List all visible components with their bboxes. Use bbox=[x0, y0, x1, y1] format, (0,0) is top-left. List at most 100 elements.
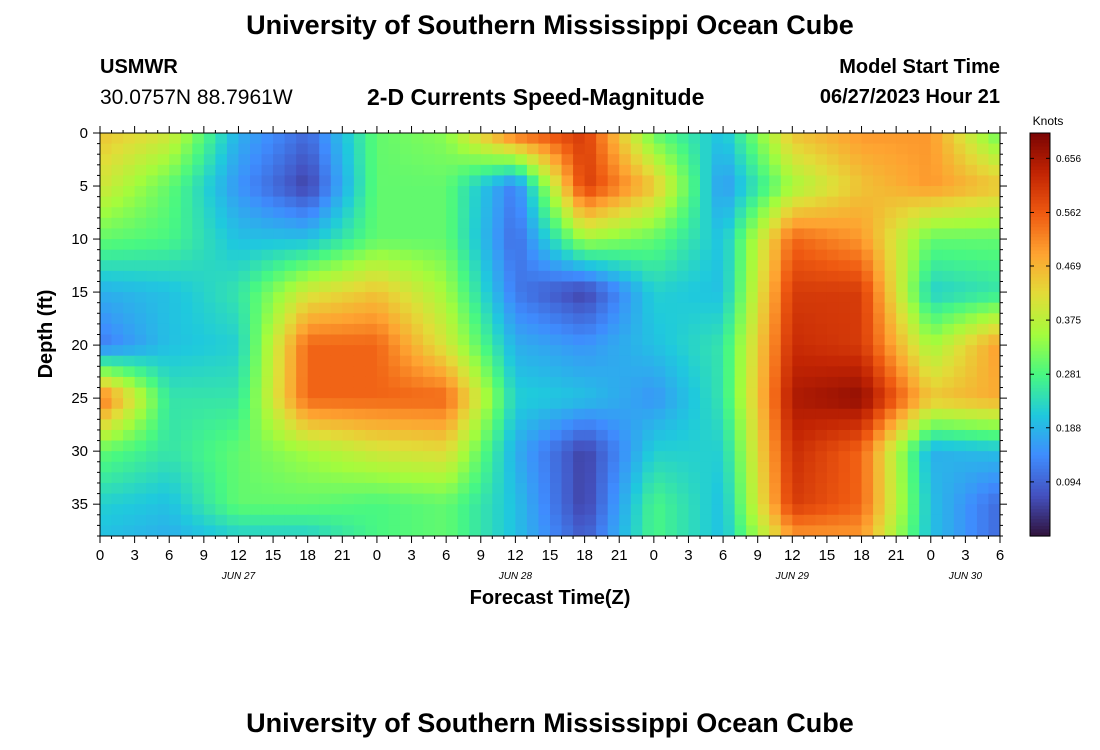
heatmap-cell bbox=[146, 493, 159, 505]
heatmap-cell bbox=[988, 366, 1000, 378]
heatmap-cell bbox=[100, 186, 113, 198]
heatmap-cell bbox=[884, 260, 897, 272]
heatmap-cell bbox=[250, 355, 263, 367]
heatmap-cell bbox=[976, 302, 990, 314]
heatmap-cell bbox=[700, 313, 713, 325]
heatmap-cell bbox=[953, 398, 966, 410]
heatmap-cell bbox=[100, 260, 113, 272]
heatmap-cell bbox=[976, 376, 990, 389]
heatmap-cell bbox=[873, 164, 886, 177]
heatmap-cell bbox=[469, 302, 482, 314]
heatmap-cell bbox=[342, 472, 355, 484]
heatmap-cell bbox=[365, 366, 378, 378]
heatmap-cell bbox=[676, 228, 690, 240]
heatmap-cell bbox=[180, 419, 193, 431]
heatmap-cell bbox=[792, 281, 805, 293]
heatmap-cell bbox=[700, 514, 713, 526]
heatmap-cell bbox=[907, 525, 920, 536]
heatmap-cell bbox=[261, 504, 274, 516]
heatmap-cell bbox=[573, 429, 586, 442]
heatmap-cell bbox=[538, 302, 551, 314]
heatmap-cell bbox=[919, 408, 932, 420]
heatmap-cell bbox=[469, 387, 482, 399]
heatmap-cell bbox=[630, 525, 643, 536]
heatmap-cell bbox=[642, 493, 655, 505]
heatmap-cell bbox=[515, 228, 528, 240]
heatmap-cell bbox=[815, 345, 828, 357]
heatmap-cell bbox=[653, 493, 666, 505]
heatmap-cell bbox=[873, 387, 886, 399]
heatmap-cell bbox=[169, 207, 182, 219]
heatmap-cell bbox=[469, 196, 482, 208]
heatmap-cell bbox=[100, 366, 113, 378]
heatmap-cell bbox=[330, 239, 343, 251]
heatmap-cell bbox=[907, 345, 920, 357]
heatmap-cell bbox=[400, 164, 413, 177]
heatmap-cell bbox=[642, 440, 655, 452]
heatmap-cell bbox=[157, 302, 170, 314]
colorbar-swatch bbox=[1030, 344, 1050, 349]
heatmap-cell bbox=[757, 260, 770, 272]
heatmap-cell bbox=[826, 270, 840, 283]
heatmap-cell bbox=[653, 281, 666, 293]
heatmap-cell bbox=[503, 196, 516, 208]
heatmap-cell bbox=[215, 345, 228, 357]
heatmap-cell bbox=[561, 239, 574, 251]
heatmap-cell bbox=[573, 143, 586, 155]
heatmap-cell bbox=[873, 239, 886, 251]
heatmap-cell bbox=[446, 514, 459, 526]
heatmap-cell bbox=[353, 461, 366, 473]
heatmap-cell bbox=[757, 154, 770, 166]
heatmap-cell bbox=[192, 228, 205, 240]
heatmap-cell bbox=[653, 270, 666, 283]
heatmap-cell bbox=[896, 398, 909, 410]
heatmap-cell bbox=[111, 239, 124, 251]
heatmap-cell bbox=[723, 313, 736, 325]
heatmap-cell bbox=[723, 186, 736, 198]
heatmap-cell bbox=[192, 334, 205, 346]
heatmap-cell bbox=[942, 482, 955, 495]
heatmap-cell bbox=[619, 504, 632, 516]
heatmap-cell bbox=[134, 196, 147, 208]
heatmap-cell bbox=[630, 133, 643, 145]
heatmap-cell bbox=[157, 164, 170, 177]
heatmap-cell bbox=[561, 334, 574, 346]
heatmap-cell bbox=[584, 472, 597, 484]
heatmap-cell bbox=[653, 525, 666, 536]
heatmap-cell bbox=[261, 143, 274, 155]
heatmap-cell bbox=[896, 302, 909, 314]
heatmap-cell bbox=[261, 429, 274, 442]
heatmap-cell bbox=[665, 451, 678, 463]
heatmap-cell bbox=[746, 461, 759, 473]
heatmap-cell bbox=[723, 451, 736, 463]
heatmap-cell bbox=[965, 281, 978, 293]
heatmap-cell bbox=[561, 281, 574, 293]
heatmap-cell bbox=[365, 207, 378, 219]
heatmap-cell bbox=[965, 228, 978, 240]
heatmap-cell bbox=[850, 164, 863, 177]
heatmap-cell bbox=[561, 143, 574, 155]
heatmap-cell bbox=[746, 249, 759, 261]
heatmap-cell bbox=[607, 207, 620, 219]
heatmap-cell bbox=[838, 154, 851, 166]
heatmap-cell bbox=[250, 133, 263, 145]
heatmap-cell bbox=[100, 323, 113, 336]
heatmap-cell bbox=[573, 387, 586, 399]
heatmap-cell bbox=[884, 366, 897, 378]
heatmap-cell bbox=[723, 239, 736, 251]
heatmap-cell bbox=[596, 525, 609, 536]
colorbar-swatch bbox=[1030, 334, 1050, 339]
heatmap-cell bbox=[884, 154, 897, 166]
heatmap-cell bbox=[642, 207, 655, 219]
heatmap-cell bbox=[503, 260, 516, 272]
heatmap-cell bbox=[850, 239, 863, 251]
heatmap-cell bbox=[803, 376, 816, 389]
heatmap-cell bbox=[319, 175, 332, 187]
heatmap-cell bbox=[411, 292, 424, 304]
heatmap-cell bbox=[630, 398, 643, 410]
heatmap-cell bbox=[780, 440, 793, 452]
heatmap-cell bbox=[457, 408, 470, 420]
heatmap-cell bbox=[930, 504, 943, 516]
heatmap-cell bbox=[596, 461, 609, 473]
